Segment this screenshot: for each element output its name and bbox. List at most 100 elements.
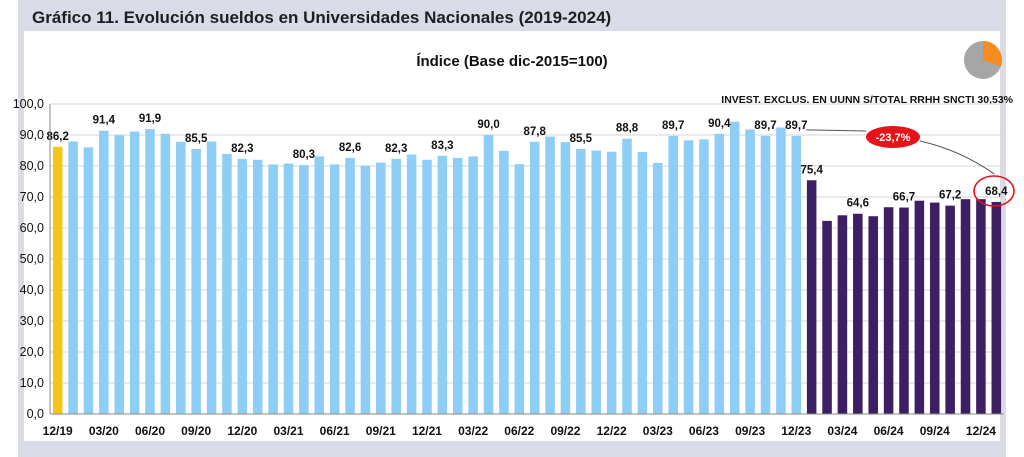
- bar: [653, 162, 663, 414]
- x-tick-label: 09/20: [181, 424, 211, 438]
- plot-background: [24, 31, 1000, 441]
- bar: [314, 156, 325, 414]
- bar: [160, 133, 171, 414]
- bar: [883, 207, 894, 414]
- bar: [791, 135, 802, 414]
- data-label: 83,3: [431, 140, 453, 152]
- data-label: 91,4: [93, 115, 116, 127]
- x-tick-label: 09/24: [920, 424, 950, 438]
- x-tick-label: 12/22: [597, 424, 627, 438]
- bar: [591, 150, 602, 414]
- x-tick-label: 12/19: [43, 424, 73, 438]
- bar: [745, 129, 755, 415]
- change-badge-label: -23,7%: [876, 132, 911, 144]
- data-label: 82,3: [231, 143, 253, 155]
- last-value-highlight-ring: [973, 175, 1015, 207]
- bar: [991, 201, 1002, 414]
- data-labels: 86,2 91,4 91,9 85,5 82,3 80,3 82,6 82,3 83,3 90,0…: [46, 113, 1008, 210]
- bar: [576, 148, 586, 414]
- x-tick-label: 03/20: [89, 424, 119, 438]
- bar: [360, 165, 371, 414]
- bar: [129, 131, 140, 414]
- data-label: 80,3: [293, 149, 315, 161]
- bar: [668, 135, 678, 414]
- bar: [776, 127, 786, 414]
- x-tick-label: 06/20: [135, 424, 165, 438]
- bar: [822, 220, 832, 414]
- x-tick-label: 09/23: [735, 424, 765, 438]
- y-tick-label: 40,0: [20, 283, 44, 297]
- y-axis-tick-labels: 0,0 10,0 20,0 30,0 40,0 50,0 60,0 70,0 80,0 90,0 1…: [13, 97, 44, 421]
- data-label: 85,5: [185, 133, 208, 145]
- bar: [99, 130, 109, 414]
- bar: [960, 199, 971, 414]
- x-tick-label: 09/22: [550, 424, 580, 438]
- bar: [468, 156, 478, 414]
- data-label: 89,7: [785, 120, 807, 132]
- bar: [345, 157, 355, 414]
- bar: [976, 199, 986, 414]
- bar: [391, 158, 401, 414]
- y-tick-label: 60,0: [20, 221, 44, 235]
- bar: [729, 121, 740, 415]
- bar: [853, 213, 863, 414]
- y-tick-label: 30,0: [20, 314, 44, 328]
- bar: [637, 152, 648, 415]
- x-tick-label: 06/22: [504, 424, 534, 438]
- invest-share-note: INVEST. EXCLUS. EN UUNN S/TOTAL RRHH SNC…: [721, 94, 1013, 106]
- chart-title: Índice (Base dic-2015=100): [416, 53, 607, 70]
- data-label: 91,9: [139, 113, 161, 125]
- bar: [914, 200, 925, 414]
- y-tick-label: 90,0: [20, 128, 44, 142]
- x-tick-label: 03/24: [827, 424, 857, 438]
- y-tick-label: 100,0: [13, 97, 44, 111]
- bar: [329, 164, 340, 414]
- bar: [268, 164, 278, 414]
- bar: [560, 142, 571, 414]
- bar: [145, 129, 155, 415]
- bar: [68, 141, 78, 414]
- pie-share-icon: [964, 40, 1003, 79]
- x-tick-label: 03/22: [458, 424, 488, 438]
- bar: [283, 163, 294, 414]
- bar: [376, 162, 386, 414]
- data-label: 88,8: [616, 123, 639, 135]
- x-tick-label: 03/23: [643, 424, 673, 438]
- x-tick-label: 12/23: [781, 424, 811, 438]
- bar: [437, 155, 448, 414]
- data-label: 89,7: [662, 120, 684, 132]
- bar: [422, 159, 432, 414]
- y-tick-label: 50,0: [20, 252, 44, 266]
- data-label: 86,2: [46, 131, 68, 143]
- bar: [176, 141, 186, 414]
- bar: [760, 135, 771, 414]
- x-axis-tick-labels: 12/19 03/20 06/20 09/20 12/20 03/21 06/21 09/21…: [43, 424, 997, 438]
- x-tick-label: 12/21: [412, 424, 442, 438]
- bar: [222, 153, 232, 414]
- x-tick-label: 09/21: [366, 424, 396, 438]
- x-tick-label: 12/20: [227, 424, 257, 438]
- bar: [483, 135, 494, 414]
- y-tick-label: 80,0: [20, 159, 44, 173]
- x-tick-label: 06/21: [320, 424, 350, 438]
- bar: [52, 146, 63, 414]
- bar: [299, 165, 309, 414]
- data-label: 82,3: [385, 143, 407, 155]
- x-tick-label: 06/24: [874, 424, 904, 438]
- bar: [806, 180, 817, 414]
- data-label: 68,4: [985, 186, 1008, 198]
- page-title: Gráfico 11. Evolución sueldos en Univers…: [32, 8, 612, 27]
- x-tick-label: 03/21: [273, 424, 303, 438]
- data-label: 87,8: [523, 126, 546, 138]
- data-label: 90,0: [477, 119, 499, 131]
- pie-highlight-slice: [983, 40, 1003, 67]
- bar: [191, 148, 201, 414]
- data-label: 89,7: [754, 120, 776, 132]
- y-tick-label: 0,0: [27, 407, 44, 421]
- data-label: 75,4: [800, 164, 823, 176]
- change-badge: [866, 126, 920, 148]
- bar: [206, 141, 217, 414]
- bar: [868, 216, 878, 414]
- bar: [529, 141, 540, 414]
- bars: [52, 121, 1002, 415]
